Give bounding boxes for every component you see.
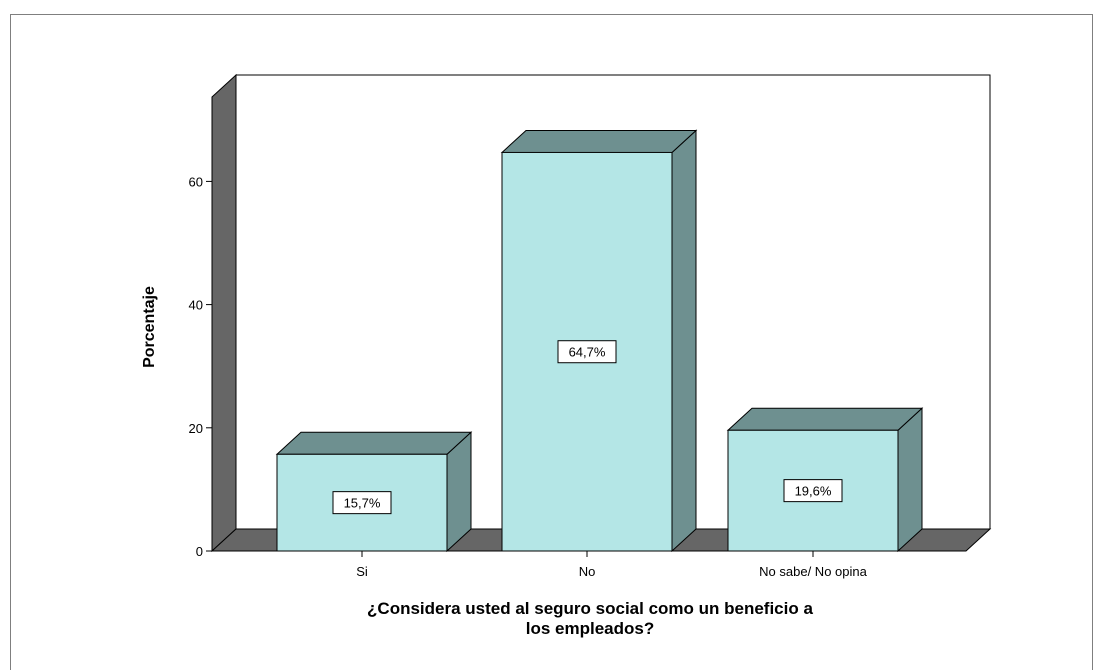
data-label-box: [557, 340, 617, 364]
data-label: 15,7%: [344, 496, 381, 511]
left-wall: [211, 73, 237, 553]
bar-side: [897, 407, 923, 553]
x-axis-title-line-1: ¿Considera usted al seguro social como u…: [367, 599, 813, 618]
bar-side: [671, 129, 697, 553]
bar-1: 15,7%: [275, 431, 473, 553]
bars: 15,7% 64,7% 19,6%: [275, 129, 924, 553]
y-tick-label: 60: [189, 174, 203, 189]
y-tick-label: 20: [189, 421, 203, 436]
bar-3: 19,6%: [726, 407, 924, 553]
bar-2: 64,7%: [500, 129, 698, 553]
bar-top: [500, 129, 698, 153]
y-axis-title: Porcentaje: [141, 286, 158, 368]
data-label-box: [783, 479, 843, 503]
data-label: 19,6%: [795, 484, 832, 499]
y-tick-label: 0: [196, 544, 203, 559]
data-label: 64,7%: [569, 345, 606, 360]
bar-top: [726, 407, 924, 431]
x-tick-label: Si: [356, 564, 368, 579]
y-tick-label: 40: [189, 298, 203, 313]
x-tick-label: No: [579, 564, 596, 579]
x-tick-label: No sabe/ No opina: [759, 564, 867, 579]
data-label-box: [332, 491, 392, 515]
y-axis: 0 20 40 60: [189, 97, 213, 559]
x-axis: Si No No sabe/ No opina: [212, 550, 966, 579]
bar-top: [275, 431, 473, 455]
chart-frame: [10, 14, 1093, 670]
x-axis-title-line-2: los empleados?: [526, 619, 654, 638]
